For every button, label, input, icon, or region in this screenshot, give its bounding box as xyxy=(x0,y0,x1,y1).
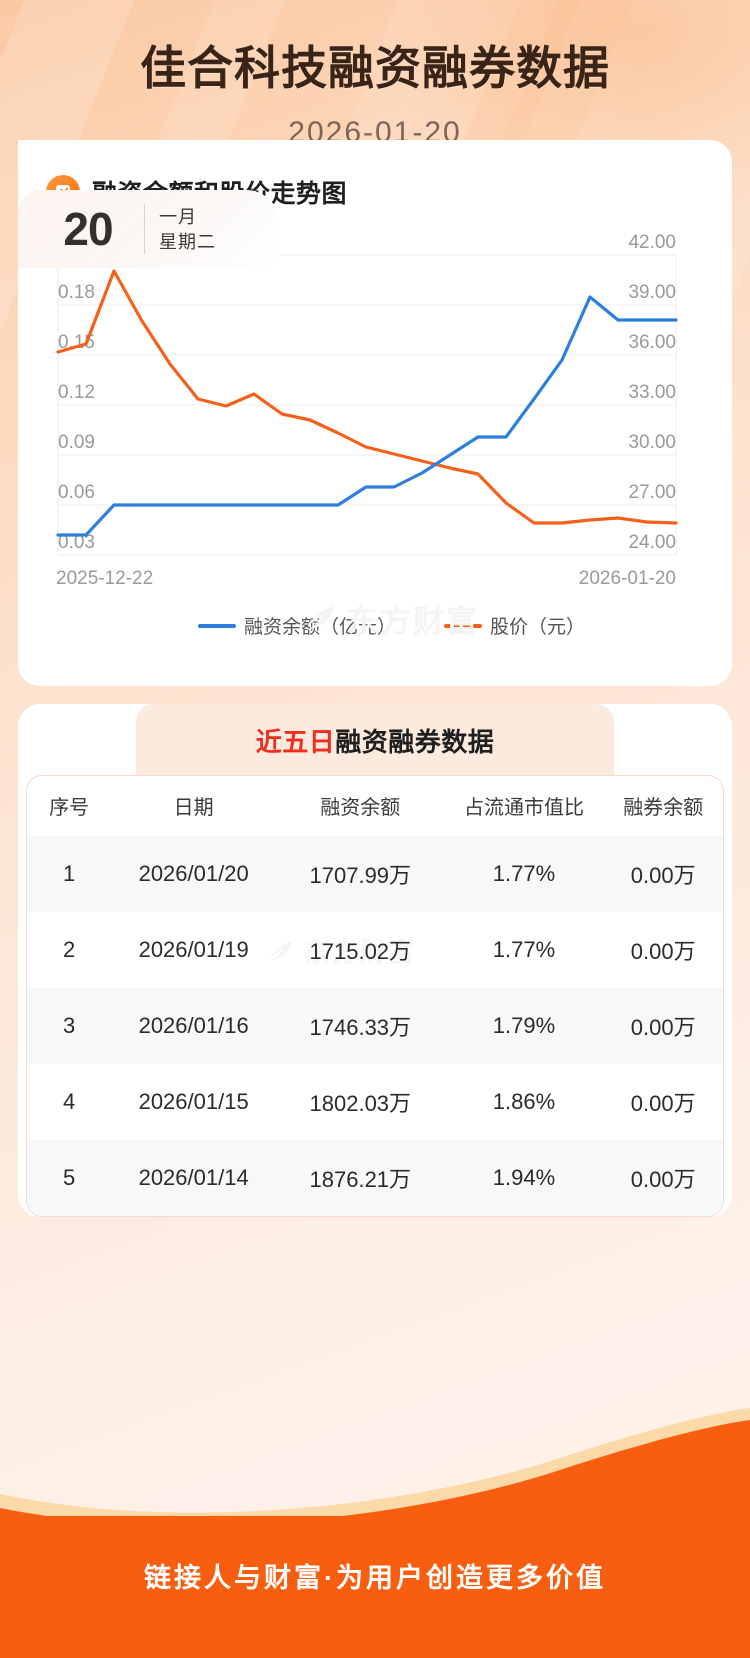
cell-float-cap-ratio: 1.94% xyxy=(492,1164,556,1190)
x-axis-start-label: 2025-12-22 xyxy=(56,568,153,589)
row-stripe xyxy=(27,987,723,1064)
svg-text:24.00: 24.00 xyxy=(628,532,676,553)
column-header-securities-balance: 融券余额 xyxy=(623,797,704,819)
date-weekday-label: 星期二 xyxy=(159,231,216,252)
svg-text:36.00: 36.00 xyxy=(628,332,676,353)
date-day-number: 20 xyxy=(63,203,113,255)
cell-financing-balance: 1715.02万 xyxy=(309,938,412,964)
cell-securities-balance: 0.00万 xyxy=(630,862,696,888)
page-title: 佳合科技融资融券数据 xyxy=(140,42,610,94)
page-footer: 链接人与财富·为用户创造更多价值 xyxy=(0,1408,750,1658)
date-divider xyxy=(144,204,145,254)
line-chart-svg: 0.21 0.18 0.15 0.12 0.09 0.06 0.03 42.00… xyxy=(56,232,678,638)
x-axis-end-label: 2026-01-20 xyxy=(579,568,676,589)
cell-date: 2026/01/19 xyxy=(138,936,249,962)
date-tab: 20 一月 星期二 xyxy=(18,190,280,268)
cell-date: 2026/01/15 xyxy=(138,1088,249,1114)
svg-text:0.03: 0.03 xyxy=(58,532,95,553)
legend-label-financing: 融资余额（亿元） xyxy=(244,616,396,638)
table-row: 5 2026/01/14 1876.21万 1.94% 0.00万 xyxy=(27,1140,723,1216)
column-header-float-cap-ratio: 占流通市值比 xyxy=(464,797,584,819)
table-title-highlight: 近五日 xyxy=(255,726,336,757)
cell-index: 2 xyxy=(63,936,76,962)
footer-band xyxy=(0,1516,750,1658)
cell-index: 1 xyxy=(63,860,76,886)
table-title-rest: 融资融券数据 xyxy=(335,726,495,757)
cell-securities-balance: 0.00万 xyxy=(630,1166,696,1192)
table-row: 1 2026/01/20 1707.99万 1.77% 0.00万 xyxy=(27,836,723,912)
table-header-row: 序号 日期 融资余额 占流通市值比 融券余额 xyxy=(27,776,723,836)
cell-index: 5 xyxy=(63,1164,76,1190)
cell-financing-balance: 1707.99万 xyxy=(309,862,412,888)
cell-financing-balance: 1802.03万 xyxy=(309,1090,412,1116)
cell-float-cap-ratio: 1.79% xyxy=(492,1012,556,1038)
cell-index: 3 xyxy=(63,1012,76,1038)
svg-text:42.00: 42.00 xyxy=(628,232,676,253)
svg-text:0.09: 0.09 xyxy=(58,432,95,453)
cell-float-cap-ratio: 1.77% xyxy=(492,860,556,886)
svg-text:0.12: 0.12 xyxy=(58,382,95,403)
table-title: 近五日融资融券数据 xyxy=(136,703,614,775)
cell-float-cap-ratio: 1.77% xyxy=(492,936,556,962)
margin-trading-table: 东方财富 序号 日期 融资余额 占流通市值比 融券余额 1 2026/01/20… xyxy=(26,774,724,1217)
date-month-label: 一月 xyxy=(159,206,197,227)
cell-date: 2026/01/16 xyxy=(138,1012,249,1038)
cell-securities-balance: 0.00万 xyxy=(630,938,696,964)
cell-float-cap-ratio: 1.86% xyxy=(492,1088,556,1114)
cell-securities-balance: 0.00万 xyxy=(630,1014,696,1040)
cell-date: 2026/01/14 xyxy=(138,1164,249,1190)
svg-text:39.00: 39.00 xyxy=(628,282,676,303)
cell-financing-balance: 1746.33万 xyxy=(309,1014,412,1040)
svg-text:30.00: 30.00 xyxy=(628,432,676,453)
table-row: 2 2026/01/19 1715.02万 1.77% 0.00万 xyxy=(27,912,723,988)
cell-index: 4 xyxy=(63,1088,76,1114)
svg-text:0.18: 0.18 xyxy=(58,282,95,303)
table-row: 3 2026/01/16 1746.33万 1.79% 0.00万 xyxy=(27,988,723,1064)
table-card: 近五日融资融券数据 东方财富 序号 日期 融资余额 占流通市值比 融券余额 1 xyxy=(18,703,732,1217)
table-row: 4 2026/01/15 1802.03万 1.86% 0.00万 xyxy=(27,1064,723,1140)
svg-text:27.00: 27.00 xyxy=(628,482,676,503)
cell-securities-balance: 0.00万 xyxy=(630,1090,696,1116)
svg-text:33.00: 33.00 xyxy=(628,382,676,403)
column-header-financing-balance: 融资余额 xyxy=(320,797,401,819)
footer-wave xyxy=(0,1408,750,1528)
footer-slogan: 链接人与财富·为用户创造更多价值 xyxy=(144,1563,606,1593)
page-header: 佳合科技融资融券数据 2026-01-20 xyxy=(0,0,750,150)
row-stripe xyxy=(27,835,723,912)
column-header-date: 日期 xyxy=(173,797,214,819)
cell-date: 2026/01/20 xyxy=(138,860,249,886)
svg-text:0.06: 0.06 xyxy=(58,482,95,503)
column-header-index: 序号 xyxy=(49,797,90,819)
row-stripe xyxy=(27,1139,723,1216)
chart-plot-area: 东方财富 0.21 xyxy=(28,224,722,664)
legend-label-price: 股价（元） xyxy=(490,616,585,638)
cell-financing-balance: 1876.21万 xyxy=(309,1166,412,1192)
